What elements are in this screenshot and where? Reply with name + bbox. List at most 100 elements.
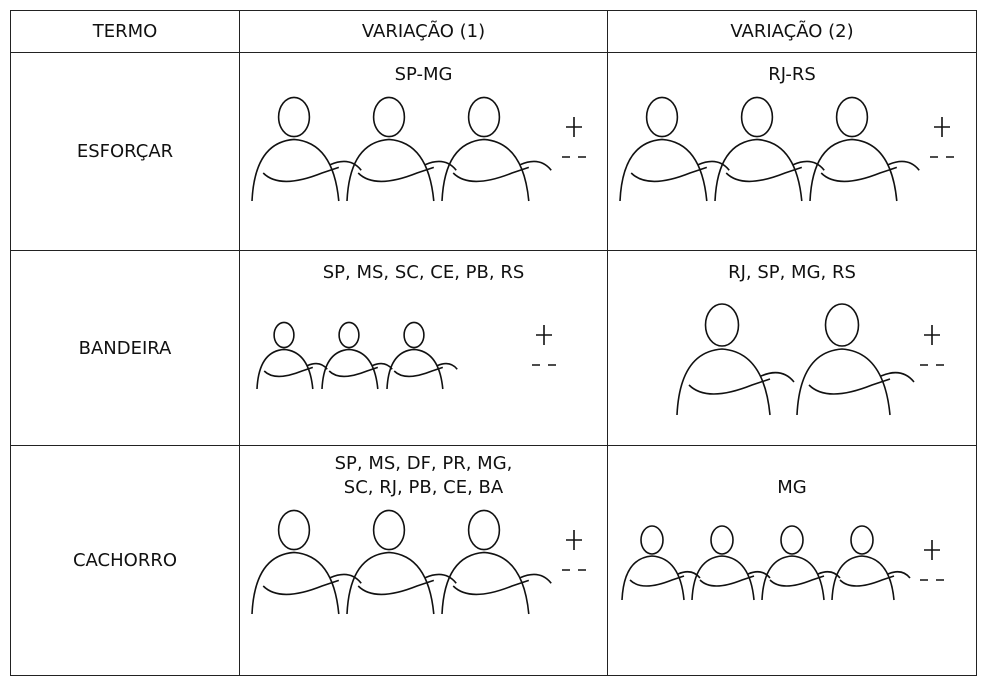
sketch-line xyxy=(676,348,771,416)
sketch-line xyxy=(824,303,860,347)
sketch-line xyxy=(796,348,891,416)
variation: MG xyxy=(607,445,977,676)
sketch-line xyxy=(277,96,310,138)
sketch-line xyxy=(531,325,556,366)
sketch-line xyxy=(630,166,708,183)
sketch-line xyxy=(780,525,804,555)
sketch-line xyxy=(817,570,841,579)
sketch-line xyxy=(440,138,530,202)
variation: SP-MG xyxy=(239,52,608,251)
sketch-line xyxy=(329,573,362,584)
sketch-line xyxy=(337,321,360,349)
sketch-line xyxy=(345,138,435,202)
sketch-line xyxy=(839,575,895,587)
sketch-line xyxy=(424,160,457,171)
regions: SP-MG xyxy=(394,64,453,85)
sketch-line xyxy=(640,525,664,555)
sketch-line xyxy=(452,166,529,183)
sketch-line xyxy=(519,160,552,171)
sketch-line xyxy=(691,555,755,601)
sketch-line xyxy=(440,551,530,615)
sketch-line xyxy=(704,303,740,347)
sketch-line xyxy=(887,570,911,579)
sketch-line xyxy=(277,509,310,551)
sign-illustration xyxy=(619,96,954,202)
sketch-line xyxy=(262,579,339,596)
sketch-line xyxy=(809,138,898,202)
sketch-line xyxy=(688,378,771,395)
variation: SP, MS, DF, PR, MG, SC, RJ, PB, CE, BA xyxy=(239,445,608,676)
sketch-line xyxy=(467,509,500,551)
sketch-line xyxy=(740,96,774,138)
sketch-line xyxy=(820,166,898,183)
sketch-line xyxy=(345,551,435,615)
sketch-line xyxy=(255,348,314,390)
regions: MG xyxy=(777,477,807,498)
sketch-line xyxy=(920,325,944,366)
regions: SP, MS, SC, CE, PB, RS xyxy=(322,262,525,283)
header-row: TERMO VARIAÇÃO (1) VARIAÇÃO (2) xyxy=(10,10,977,53)
term: CACHORRO xyxy=(10,445,240,676)
sign-illustration xyxy=(676,303,944,416)
sketch-line xyxy=(372,509,405,551)
variation: RJ, SP, MG, RS xyxy=(607,250,977,446)
row: ESFORÇAR SP-MG RJ-RS xyxy=(10,52,977,251)
term: BANDEIRA xyxy=(10,250,240,446)
regions: RJ-RS xyxy=(768,64,816,85)
sketch-line xyxy=(561,530,586,571)
sketch-line xyxy=(357,166,434,183)
sketch-line xyxy=(402,321,425,349)
sketch-line xyxy=(561,117,586,158)
header-cell: TERMO xyxy=(10,10,240,53)
sketch-line xyxy=(328,366,378,378)
header-cell: VARIAÇÃO (1) xyxy=(239,10,608,53)
sketch-line xyxy=(714,138,803,202)
sketch-line xyxy=(372,96,405,138)
regions: RJ, SP, MG, RS xyxy=(728,262,856,283)
sketch-line xyxy=(250,138,340,202)
sketch-line xyxy=(452,579,529,596)
sketch-line xyxy=(793,160,825,171)
sketch-line xyxy=(677,570,701,579)
sketch-line xyxy=(424,573,457,584)
row: CACHORRO SP, MS, DF, PR, MG, SC, RJ, PB, … xyxy=(10,445,977,676)
sketch-line xyxy=(930,117,954,158)
sketch-line xyxy=(467,96,500,138)
variation: RJ-RS xyxy=(607,52,977,251)
row: BANDEIRA SP, MS, SC, CE, PB, RS RJ, SP, … xyxy=(10,250,977,446)
sketch-line xyxy=(250,551,340,615)
sketch-line xyxy=(831,555,895,601)
sketch-line xyxy=(619,138,708,202)
regions: SC, RJ, PB, CE, BA xyxy=(343,477,504,498)
sketch-line xyxy=(808,378,891,395)
sketch-line xyxy=(263,366,313,378)
sketch-line xyxy=(760,371,795,383)
sign-illustration xyxy=(255,321,556,390)
sketch-line xyxy=(329,160,362,171)
sketch-line xyxy=(320,348,379,390)
sketch-line xyxy=(888,160,920,171)
sketch-line xyxy=(621,555,685,601)
regions: SP, MS, DF, PR, MG, xyxy=(334,453,513,474)
variation: SP, MS, SC, CE, PB, RS xyxy=(239,250,608,446)
sketch-line xyxy=(393,366,443,378)
header-cell: VARIAÇÃO (2) xyxy=(607,10,977,53)
sign-illustration xyxy=(621,525,944,601)
sketch-line xyxy=(710,525,734,555)
sketch-line xyxy=(920,540,944,581)
sketch-line xyxy=(725,166,803,183)
sketch-line xyxy=(761,555,825,601)
sketch-line xyxy=(699,575,755,587)
sketch-line xyxy=(645,96,679,138)
sketch-line xyxy=(747,570,771,579)
sketch-line xyxy=(835,96,869,138)
sketch-line xyxy=(519,573,552,584)
sketch-line xyxy=(769,575,825,587)
sign-illustration xyxy=(250,509,586,615)
sketch-line xyxy=(436,362,458,370)
sketch-line xyxy=(357,579,434,596)
sketch-line xyxy=(272,321,295,349)
sketch-line xyxy=(698,160,730,171)
sketch-line xyxy=(880,371,915,383)
term: ESFORÇAR xyxy=(10,52,240,251)
